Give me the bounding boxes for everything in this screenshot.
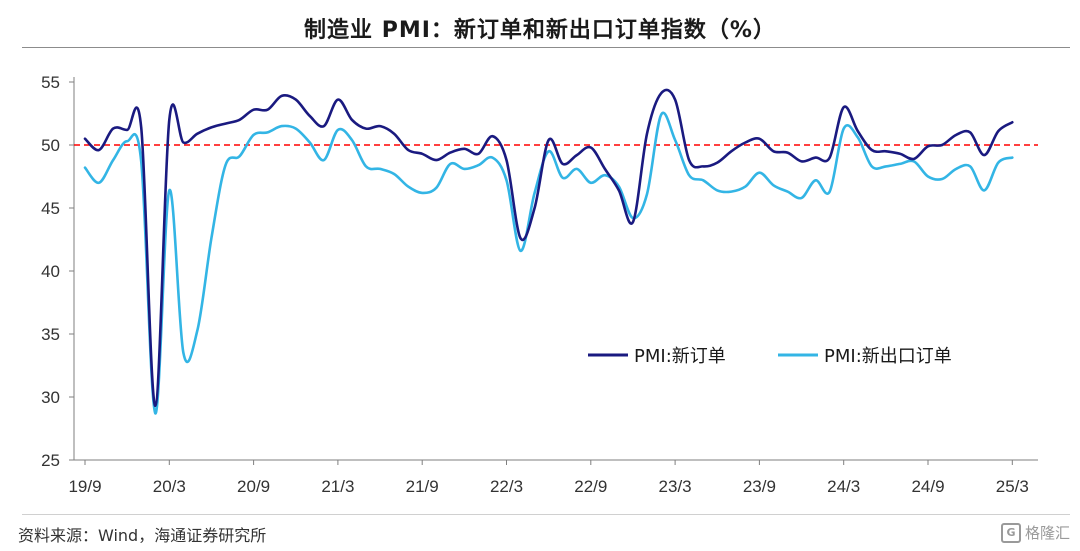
x-tick-label: 20/9 [237, 477, 270, 496]
watermark-logo-icon: G [1000, 522, 1021, 543]
watermark: G 格隆汇 [1000, 522, 1070, 543]
y-tick-label: 45 [41, 199, 60, 218]
x-tick-label: 21/3 [321, 477, 354, 496]
x-tick-label: 23/9 [743, 477, 776, 496]
x-tick-label: 25/3 [996, 477, 1029, 496]
y-tick-label: 25 [41, 451, 60, 470]
y-tick-label: 30 [41, 388, 60, 407]
legend-label: PMI:新出口订单 [824, 346, 952, 367]
y-tick-label: 55 [41, 73, 60, 92]
watermark-text: 格隆汇 [1024, 524, 1070, 542]
y-tick-label: 35 [41, 325, 60, 344]
x-tick-label: 21/9 [406, 477, 439, 496]
series-line-new-export-orders [83, 111, 1014, 415]
x-tick-label: 20/3 [153, 477, 186, 496]
y-tick-label: 50 [41, 136, 60, 155]
chart-title: 制造业 PMI：新订单和新出口订单指数（%） [304, 18, 776, 43]
x-tick-label: 22/3 [490, 477, 523, 496]
legend: PMI:新订单 PMI:新出口订单 [588, 346, 952, 367]
legend-label: PMI:新订单 [634, 346, 726, 367]
x-tick-label: 24/9 [911, 477, 944, 496]
series-line-new-orders [83, 88, 1014, 408]
series-lines [83, 88, 1014, 415]
x-tick-label: 22/9 [574, 477, 607, 496]
line-chart: 25 30 35 40 45 50 55 19/9 20/3 20/9 21/3 21/9 22/3 2… [41, 73, 1038, 496]
x-tick-label: 19/9 [68, 477, 101, 496]
x-tick-label: 24/3 [827, 477, 860, 496]
x-axis: 19/9 20/3 20/9 21/3 21/9 22/3 22/9 23/3 23/9 24/3… [68, 459, 1038, 496]
footer-divider [22, 514, 1070, 515]
x-tick-label: 23/3 [659, 477, 692, 496]
y-axis: 25 30 35 40 45 50 55 [41, 73, 75, 470]
y-tick-label: 40 [41, 262, 60, 281]
source-note: 资料来源：Wind，海通证券研究所 [18, 526, 267, 545]
title-divider [22, 47, 1070, 48]
